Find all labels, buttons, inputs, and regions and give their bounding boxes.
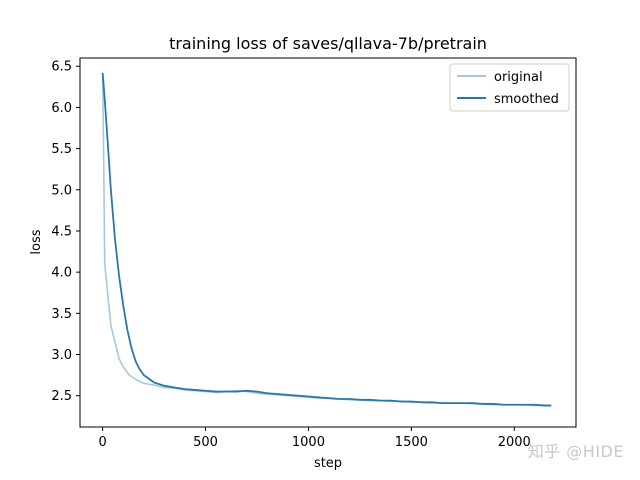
y-tick-label: 6.5: [51, 60, 72, 75]
x-tick-label: 0: [98, 435, 106, 450]
x-tick-label: 1500: [395, 435, 428, 450]
x-tick-label: 1000: [292, 435, 325, 450]
legend-label-original: original: [494, 70, 543, 85]
y-tick-label: 2.5: [51, 389, 72, 404]
y-tick-label: 3.5: [51, 307, 72, 322]
series-line-original: [101, 74, 552, 407]
y-tick-label: 5.0: [51, 183, 72, 198]
y-tick-label: 4.0: [51, 266, 72, 281]
x-tick-label: 500: [193, 435, 218, 450]
y-tick-label: 6.0: [51, 101, 72, 116]
y-axis-label: loss: [29, 229, 44, 254]
x-axis-label: step: [314, 456, 342, 471]
series-line-smoothed: [101, 72, 552, 407]
plot-frame: [79, 57, 577, 428]
y-tick-label: 5.5: [51, 142, 72, 157]
legend: original smoothed: [449, 63, 570, 112]
x-tick-label: 2000: [498, 435, 531, 450]
legend-label-smoothed: smoothed: [494, 92, 559, 107]
watermark: 知乎 @HIDE: [527, 442, 624, 461]
y-tick-label: 4.5: [51, 224, 72, 239]
y-tick-label: 3.0: [51, 348, 72, 363]
chart-title: training loss of saves/qllava-7b/pretrai…: [169, 34, 487, 53]
